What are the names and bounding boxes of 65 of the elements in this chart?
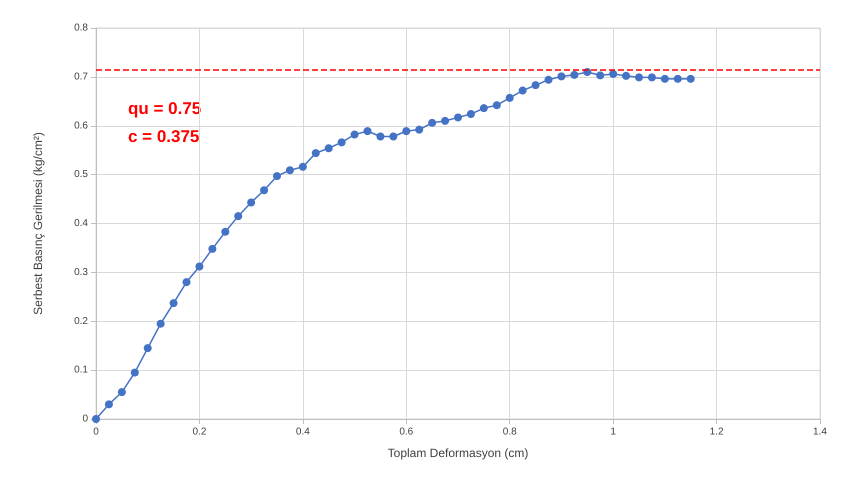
point bbox=[234, 212, 242, 220]
point bbox=[506, 94, 514, 102]
point bbox=[118, 388, 126, 396]
point bbox=[428, 118, 436, 127]
point bbox=[402, 127, 410, 136]
point bbox=[312, 149, 320, 158]
point bbox=[492, 101, 501, 110]
point bbox=[557, 72, 566, 80]
x-tick-label: 0.4 bbox=[296, 426, 310, 438]
y-tick-label: 0.8 bbox=[74, 22, 88, 34]
x-tick-label: 0 bbox=[93, 426, 100, 438]
point bbox=[686, 74, 695, 83]
point bbox=[221, 228, 230, 236]
point bbox=[324, 144, 333, 152]
y-axis-title: Serbest Basınç Gerilmesi (kg/cm²) bbox=[31, 132, 45, 315]
x-tick-label: 1.2 bbox=[710, 426, 724, 438]
y-tick-label: 0.2 bbox=[74, 316, 88, 327]
point bbox=[195, 262, 204, 271]
point bbox=[260, 186, 268, 194]
point bbox=[182, 278, 190, 286]
point bbox=[130, 368, 139, 377]
y-tick-label: 0.3 bbox=[74, 266, 88, 278]
y-tick-label: 0.6 bbox=[74, 120, 88, 132]
x-tick-label: 1.4 bbox=[813, 426, 828, 438]
point bbox=[532, 81, 540, 90]
point bbox=[609, 70, 618, 78]
point bbox=[596, 71, 604, 80]
x-axis-title: Toplam Deformasyon (cm) bbox=[388, 446, 528, 460]
point bbox=[104, 400, 113, 408]
point bbox=[674, 74, 682, 83]
point bbox=[389, 132, 398, 140]
point bbox=[415, 126, 424, 134]
point bbox=[208, 244, 216, 253]
point bbox=[170, 299, 178, 308]
point bbox=[376, 132, 384, 140]
point bbox=[273, 172, 281, 180]
point bbox=[338, 138, 346, 146]
point bbox=[570, 70, 578, 79]
y-tick-label: 0.7 bbox=[74, 71, 88, 82]
y-tick-label: 0.1 bbox=[74, 364, 88, 376]
x-tick-label: 1 bbox=[610, 426, 616, 438]
annotation: c = 0.375 bbox=[128, 127, 200, 146]
point bbox=[544, 76, 552, 84]
x-tick-label: 0.6 bbox=[399, 426, 414, 438]
point bbox=[350, 130, 359, 139]
point bbox=[635, 73, 643, 82]
point bbox=[622, 72, 630, 80]
point bbox=[144, 344, 152, 352]
point bbox=[466, 110, 475, 118]
y-tick-label: 0 bbox=[82, 414, 88, 424]
point bbox=[441, 116, 450, 125]
point bbox=[480, 104, 488, 112]
point bbox=[156, 320, 165, 328]
point bbox=[364, 127, 372, 136]
point bbox=[298, 162, 307, 171]
y-tick-label: 0.5 bbox=[74, 169, 88, 180]
point bbox=[286, 166, 294, 174]
x-tick-label: 0.8 bbox=[502, 426, 518, 438]
point bbox=[454, 113, 462, 122]
point bbox=[247, 198, 256, 206]
point bbox=[660, 74, 669, 83]
point bbox=[648, 73, 656, 82]
y-tick-label: 0.4 bbox=[74, 218, 88, 229]
point bbox=[518, 86, 527, 95]
x-tick-label: 0.2 bbox=[192, 426, 207, 438]
